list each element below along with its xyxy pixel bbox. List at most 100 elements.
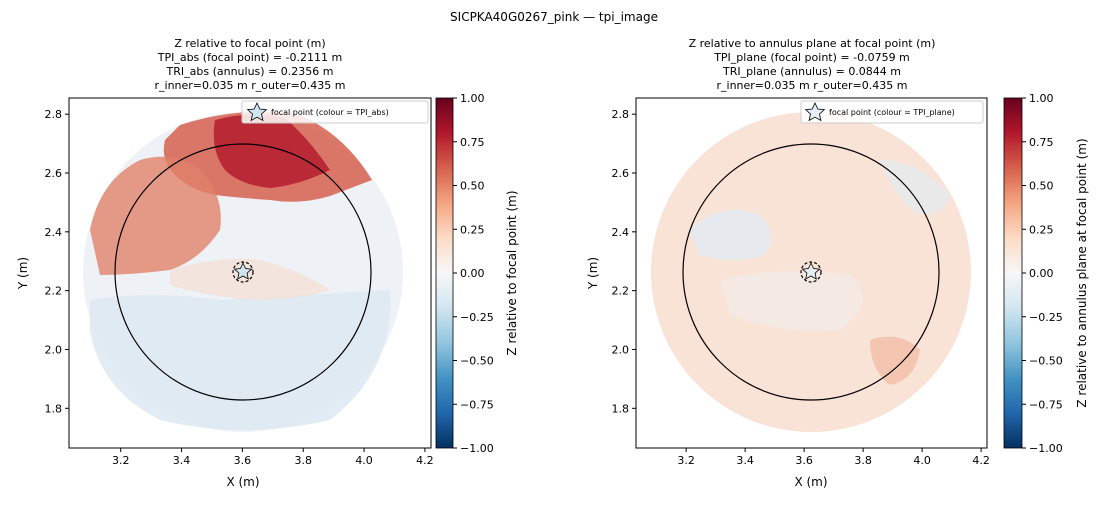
figure-suptitle: SICPKA40G0267_pink — tpi_image [450, 10, 658, 24]
x-tick-label: 3.2 [677, 454, 695, 467]
elevation-patches [690, 160, 950, 385]
legend-star-icon [804, 102, 826, 122]
colorbar-gradient [1003, 97, 1023, 449]
colorbar-tick-label: 0.50 [1029, 180, 1054, 193]
y-tick-label: 2.0 [45, 343, 63, 356]
chart-title-line: r_inner=0.035 m r_outer=0.435 m [155, 79, 346, 92]
focal-point-star-icon [801, 262, 821, 280]
colorbar-label: Z relative to focal point (m) [505, 190, 519, 355]
panel-left: Z relative to focal point (m) TPI_abs (f… [16, 37, 519, 489]
colorbar-tick-label: 0.00 [1029, 267, 1054, 280]
y-tick-label: 2.2 [45, 285, 63, 298]
legend-star-icon [246, 102, 268, 122]
colorbar-tick-label: −0.75 [1029, 398, 1063, 411]
x-axis-ticks: 3.2 3.4 3.6 3.8 4.0 4.2 [677, 448, 990, 467]
x-tick-label: 3.4 [736, 454, 754, 467]
y-axis-ticks: 1.8 2.0 2.2 2.4 2.6 2.8 [45, 108, 69, 415]
chart-title-line: TRI_abs (annulus) = 0.2356 m [166, 65, 334, 78]
legend-label: focal point (colour = TPI_abs) [271, 108, 389, 117]
chart-title-line: Z relative to focal point (m) [174, 37, 325, 50]
inner-annulus-circle [232, 261, 254, 283]
x-tick-label: 3.6 [795, 454, 813, 467]
colorbar-tick-label: 0.50 [460, 180, 485, 193]
plot-area [83, 111, 403, 432]
legend: focal point (colour = TPI_abs) [241, 100, 429, 124]
y-axis-label: Y (m) [16, 257, 30, 290]
x-axis-label: X (m) [794, 475, 827, 489]
axes-frame [68, 97, 432, 449]
colorbar-tick-label: 0.75 [1029, 136, 1054, 149]
colorbar-tick-label: −1.00 [460, 442, 494, 455]
light-orange-mid [170, 258, 330, 300]
legend: focal point (colour = TPI_plane) [800, 100, 984, 124]
colorbar-tick-label: −0.50 [1029, 355, 1063, 368]
elevation-patches [90, 111, 391, 430]
colorbar-tick-label: −0.75 [460, 398, 494, 411]
outer-annulus-circle [114, 143, 372, 401]
colorbar-tick-label: 0.25 [460, 223, 485, 236]
y-axis-label: Y (m) [586, 257, 600, 290]
colorbar-tick-label: 0.75 [460, 136, 485, 149]
colorbar: 1.00 0.75 0.50 0.25 0.00 −0.25 −0.50 −0.75 −1.00… [435, 92, 519, 455]
colorbar-label: Z relative to annulus plane at focal poi… [1075, 138, 1089, 407]
axes-frame [635, 97, 988, 449]
red-patch-left [90, 156, 221, 275]
colorbar-tick-label: −0.25 [460, 311, 494, 324]
colorbar-tick-label: 0.25 [1029, 223, 1054, 236]
x-tick-label: 4.0 [913, 454, 931, 467]
light-blue-spot [690, 210, 772, 260]
colorbar-tick-label: −0.25 [1029, 311, 1063, 324]
legend-label: focal point (colour = TPI_plane) [829, 108, 955, 117]
y-axis-ticks: 1.8 2.0 2.2 2.4 2.6 2.8 [612, 108, 636, 415]
light-blue-lower [90, 290, 391, 430]
x-axis-label: X (m) [226, 475, 259, 489]
dark-red-core [213, 114, 330, 188]
focal-point-star-icon [233, 262, 253, 280]
colorbar-tick-label: −1.00 [1029, 442, 1063, 455]
orange-spot [870, 336, 920, 385]
colorbar-tick-label: 1.00 [460, 92, 485, 105]
colorbar: 1.00 0.75 0.50 0.25 0.00 −0.25 −0.50 −0.75 −1.00… [1003, 92, 1089, 455]
colorbar-ticks: 1.00 0.75 0.50 0.25 0.00 −0.25 −0.50 −0.75 −1.00 [453, 92, 494, 455]
x-tick-label: 3.8 [854, 454, 872, 467]
colorbar-gradient [435, 97, 454, 449]
x-tick-label: 4.2 [972, 454, 990, 467]
chart-title: Z relative to focal point (m) TPI_abs (f… [155, 37, 346, 92]
y-tick-label: 2.6 [45, 167, 63, 180]
plot-area [651, 112, 971, 432]
colorbar-tick-label: 0.00 [460, 267, 485, 280]
y-tick-label: 2.8 [45, 108, 63, 121]
outer-annulus-circle [682, 143, 940, 401]
colorbar-tick-label: 1.00 [1029, 92, 1054, 105]
light-blue-spot [880, 160, 950, 215]
legend-box [800, 100, 984, 124]
panel-right: Z relative to annulus plane at focal poi… [586, 37, 1089, 489]
chart-title-line: TRI_plane (annulus) = 0.0844 m [722, 65, 901, 78]
colorbar-ticks: 1.00 0.75 0.50 0.25 0.00 −0.25 −0.50 −0.75 −1.00 [1022, 92, 1063, 455]
x-axis-ticks: 3.2 3.4 3.6 3.8 4.0 4.2 [112, 448, 434, 467]
inner-annulus-circle [800, 261, 822, 283]
x-tick-label: 3.4 [173, 454, 191, 467]
x-tick-label: 4.0 [355, 454, 373, 467]
x-tick-label: 3.2 [112, 454, 130, 467]
y-tick-label: 1.8 [612, 402, 630, 415]
x-tick-label: 4.2 [416, 454, 434, 467]
y-tick-label: 1.8 [45, 402, 63, 415]
x-tick-label: 3.8 [294, 454, 312, 467]
chart-title: Z relative to annulus plane at focal poi… [689, 37, 936, 92]
chart-title-line: TPI_plane (focal point) = -0.0759 m [713, 51, 910, 64]
y-tick-label: 2.8 [612, 108, 630, 121]
chart-title-line: TPI_abs (focal point) = -0.2111 m [157, 51, 343, 64]
pale-center [720, 271, 863, 331]
legend-box [241, 100, 429, 124]
y-tick-label: 2.4 [45, 226, 63, 239]
y-tick-label: 2.6 [612, 167, 630, 180]
x-tick-label: 3.6 [234, 454, 252, 467]
y-tick-label: 2.4 [612, 226, 630, 239]
chart-title-line: Z relative to annulus plane at focal poi… [689, 37, 936, 50]
y-tick-label: 2.0 [612, 343, 630, 356]
y-tick-label: 2.2 [612, 285, 630, 298]
colorbar-tick-label: −0.50 [460, 355, 494, 368]
chart-title-line: r_inner=0.035 m r_outer=0.435 m [717, 79, 908, 92]
